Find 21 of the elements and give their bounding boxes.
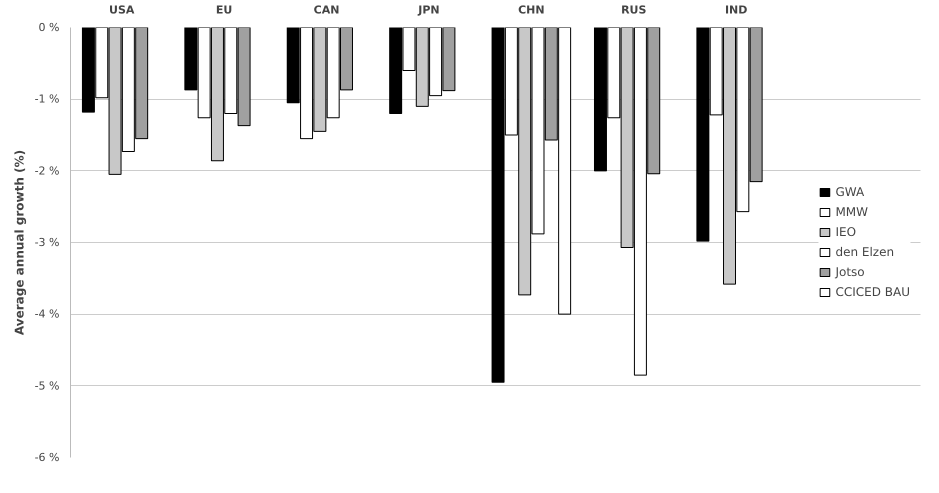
x-tick-label: CAN (314, 4, 340, 16)
legend-label: GWA (835, 185, 864, 199)
y-tick-label: -3 % (34, 236, 60, 249)
x-tick-label: JPN (417, 4, 440, 16)
legend-label: CCICED BAU (835, 285, 910, 299)
x-tick-label: USA (109, 4, 135, 16)
y-axis-title: Average annual growth (%) (12, 150, 27, 336)
y-tick-label: -6 % (34, 451, 60, 464)
y-tick-label: -4 % (34, 308, 60, 321)
x-tick-label: EU (216, 4, 232, 16)
legend-label: den Elzen (835, 245, 894, 259)
x-tick-label: IND (724, 4, 748, 16)
y-tick-label: -5 % (34, 379, 60, 392)
legend-label: MMW (835, 205, 868, 219)
y-tick-label: -1 % (34, 92, 60, 106)
legend-label: IEO (835, 225, 856, 239)
y-tick-label: -2 % (34, 164, 60, 178)
x-tick-label: RUS (621, 4, 646, 16)
y-tick-label: 0 % (38, 21, 60, 34)
x-tick-label: CHN (518, 4, 545, 16)
legend-label: Jotso (835, 265, 865, 279)
